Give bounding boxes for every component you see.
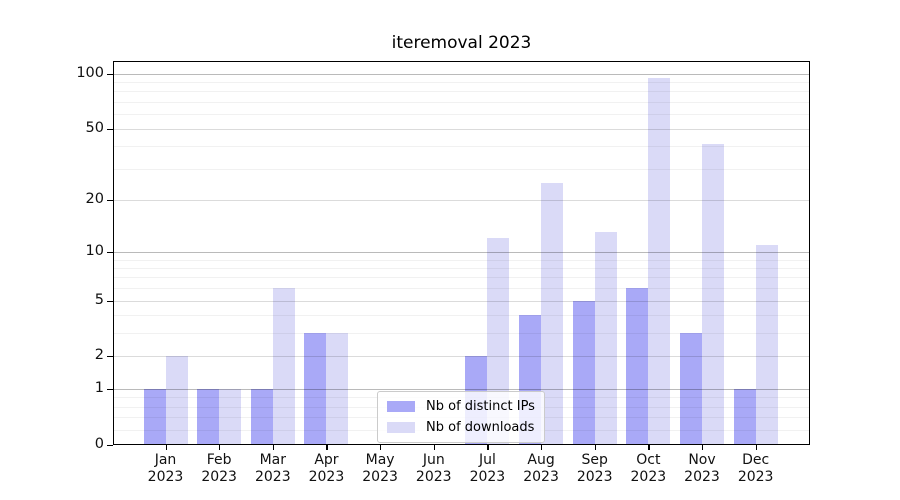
x-tick-jun <box>433 444 435 450</box>
x-tick-label-feb: Feb 2023 <box>201 452 237 485</box>
bar-ips-mar <box>250 388 273 444</box>
y-tick-2 <box>107 356 113 358</box>
bar-downloads-aug <box>541 182 564 444</box>
gridline-y-100 <box>113 73 810 75</box>
y-tick-20 <box>107 199 113 202</box>
x-tick-label-aug: Aug 2023 <box>523 452 559 485</box>
x-tick-oct <box>648 444 650 450</box>
bar-downloads-feb <box>219 388 242 444</box>
bar-downloads-nov <box>702 144 724 444</box>
x-tick-label-oct: Oct 2023 <box>630 452 667 485</box>
bar-ips-jan <box>143 388 166 444</box>
gridline-minor-y-40 <box>113 146 810 148</box>
x-tick-nov <box>702 444 704 450</box>
x-tick-label-jan: Jan 2023 <box>147 452 184 485</box>
x-tick-label-jun: Jun 2023 <box>415 452 452 485</box>
x-tick-jul <box>487 444 489 450</box>
gridline-minor-y-9 <box>113 259 810 261</box>
x-tick-dec <box>755 444 757 450</box>
gridline-minor-y-80 <box>113 91 810 93</box>
gridline-minor-y-4 <box>113 315 810 317</box>
legend-swatch-downloads <box>387 422 415 433</box>
y-tick-10 <box>107 251 113 254</box>
y-tick-label-10: 10 <box>85 242 104 259</box>
bar-downloads-oct <box>648 77 671 444</box>
bar-ips-nov <box>680 333 702 444</box>
legend-item-downloads: Nb of downloads <box>387 420 535 435</box>
bar-downloads-jan <box>165 356 188 444</box>
gridline-y-1 <box>113 388 810 390</box>
legend-label-distinct-ips: Nb of distinct IPs <box>426 399 535 414</box>
bar-ips-feb <box>197 388 220 444</box>
gridline-y-50 <box>113 128 810 130</box>
gridline-y-5 <box>113 300 810 302</box>
x-tick-sep <box>594 444 596 450</box>
y-tick-label-100: 100 <box>76 64 104 81</box>
gridline-minor-y-60 <box>113 114 810 116</box>
gridline-y-20 <box>113 199 810 201</box>
gridline-minor-y-90 <box>113 82 810 84</box>
x-tick-label-may: May 2023 <box>362 452 398 485</box>
legend-item-distinct-ips: Nb of distinct IPs <box>387 399 535 414</box>
bar-downloads-sep <box>594 232 617 444</box>
y-tick-100 <box>107 73 113 75</box>
gridline-y-2 <box>113 356 810 358</box>
x-tick-label-nov: Nov 2023 <box>684 452 720 485</box>
x-tick-label-mar: Mar 2023 <box>254 452 291 485</box>
x-tick-label-sep: Sep 2023 <box>576 452 613 485</box>
x-tick-may <box>380 444 382 450</box>
y-tick-50 <box>107 128 113 130</box>
x-tick-label-jul: Jul 2023 <box>469 452 506 485</box>
x-tick-aug <box>541 444 543 450</box>
gridline-minor-y-8 <box>113 267 810 269</box>
y-tick-1 <box>107 388 113 390</box>
y-tick-label-50: 50 <box>85 119 104 136</box>
chart-title: iteremoval 2023 <box>391 33 532 53</box>
bar-downloads-mar <box>272 288 295 444</box>
y-tick-label-20: 20 <box>85 190 104 207</box>
gridline-y-10 <box>113 251 810 253</box>
legend-label-downloads: Nb of downloads <box>426 420 535 435</box>
gridline-minor-y-3 <box>113 333 810 335</box>
x-tick-label-apr: Apr 2023 <box>308 452 345 485</box>
bar-downloads-apr <box>326 333 349 444</box>
gridline-minor-y-70 <box>113 102 810 104</box>
x-tick-label-dec: Dec 2023 <box>737 452 774 485</box>
bar-ips-oct <box>626 288 649 444</box>
gridline-minor-y-6 <box>113 288 810 290</box>
legend-swatch-distinct-ips <box>387 401 415 412</box>
y-tick-label-1: 1 <box>94 379 104 396</box>
y-tick-label-2: 2 <box>94 347 104 364</box>
legend: Nb of distinct IPs Nb of downloads <box>377 391 545 443</box>
bar-ips-apr <box>304 333 327 444</box>
x-tick-mar <box>272 444 274 450</box>
x-tick-jan <box>165 444 167 450</box>
y-tick-label-5: 5 <box>94 291 104 308</box>
bar-downloads-dec <box>755 244 778 444</box>
x-tick-apr <box>326 444 328 450</box>
bar-ips-dec <box>733 388 756 444</box>
bar-ips-sep <box>572 300 595 444</box>
y-tick-label-0: 0 <box>94 435 104 452</box>
gridline-minor-y-7 <box>113 277 810 279</box>
gridline-minor-y-30 <box>113 168 810 170</box>
x-tick-feb <box>219 444 221 450</box>
y-tick-0 <box>107 444 113 446</box>
y-tick-5 <box>107 300 113 302</box>
